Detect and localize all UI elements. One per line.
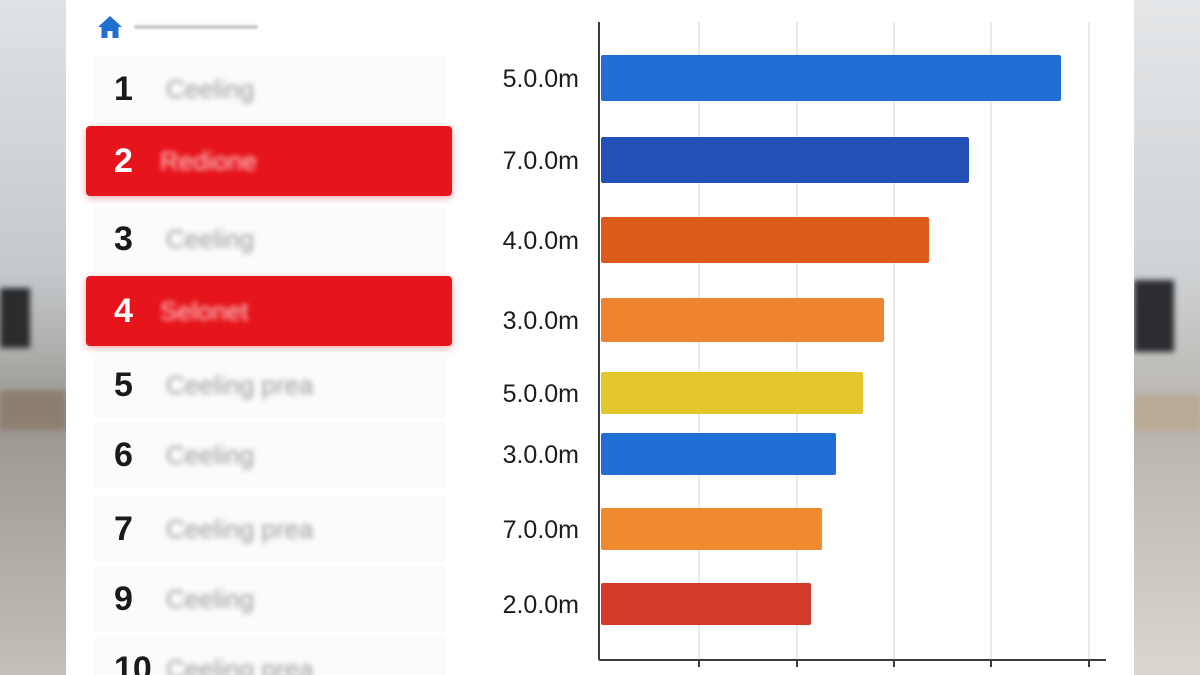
bar	[601, 433, 836, 475]
rank-number: 1	[114, 70, 133, 108]
rank-label: Ceeling prea	[166, 514, 314, 544]
rank-row[interactable]: 5 Ceeling prea	[94, 352, 446, 418]
rank-row[interactable]: 2 Redione	[86, 126, 452, 196]
rank-label: Selonet	[160, 296, 249, 326]
bar	[601, 508, 822, 550]
rank-label: Ceeling prea	[166, 654, 314, 675]
rank-row[interactable]: 7 Ceeling prea	[94, 496, 446, 562]
background-right	[1134, 0, 1200, 675]
category-label: 7.0.0m	[503, 516, 579, 544]
rank-label: Ceeling prea	[166, 370, 314, 400]
rank-number: 6	[114, 436, 133, 474]
category-label: 4.0.0m	[503, 227, 579, 255]
bar	[601, 298, 884, 342]
rank-label: Ceeling	[166, 224, 255, 254]
rank-row[interactable]: 10 Ceeling prea	[94, 636, 446, 675]
rank-list: 1 Ceeling 2 Redione 3 Ceeling 4 Selonet 5 Ceeling…	[86, 56, 452, 675]
bar	[601, 137, 969, 183]
rank-label: Ceeling	[166, 74, 255, 104]
rank-row[interactable]: 3 Ceeling	[94, 206, 446, 272]
rank-number: 9	[114, 580, 133, 618]
rank-label: Ceeling	[166, 584, 255, 614]
bar	[601, 217, 929, 263]
rank-row[interactable]: 9 Ceeling	[94, 566, 446, 632]
bar-chart: 5.0.0m 7.0.0m 4.0.0m 3.0.0m 5.0.0m 3.0.0m 7.0.…	[503, 22, 1106, 667]
breadcrumb	[96, 12, 296, 40]
rank-number: 10	[114, 650, 152, 675]
rank-number: 2	[114, 142, 133, 180]
rank-row[interactable]: 6 Ceeling	[94, 422, 446, 488]
breadcrumb-placeholder	[134, 25, 258, 29]
category-label: 7.0.0m	[503, 147, 579, 175]
rank-number: 4	[114, 292, 133, 330]
background-monitor-right	[1134, 280, 1174, 352]
rank-number: 5	[114, 366, 133, 404]
background-monitor-left	[0, 288, 30, 348]
leaderboard-panel: 1 Ceeling 2 Redione 3 Ceeling 4 Selonet 5 Ceeling…	[66, 0, 1134, 675]
rank-label: Redione	[160, 146, 257, 176]
rank-label: Ceeling	[166, 440, 255, 470]
home-icon[interactable]	[96, 14, 124, 40]
category-label: 2.0.0m	[503, 591, 579, 619]
bar	[601, 583, 811, 625]
background-desk-left	[0, 390, 66, 430]
background-desk-right	[1134, 395, 1200, 431]
rank-number: 7	[114, 510, 133, 548]
rank-number: 3	[114, 220, 133, 258]
bar	[601, 372, 863, 414]
category-label: 3.0.0m	[503, 307, 579, 335]
bar	[601, 55, 1061, 101]
rank-row[interactable]: 1 Ceeling	[94, 56, 446, 122]
category-label: 5.0.0m	[503, 380, 579, 408]
category-label: 3.0.0m	[503, 441, 579, 469]
rank-row[interactable]: 4 Selonet	[86, 276, 452, 346]
category-label: 5.0.0m	[503, 65, 579, 93]
background-left	[0, 0, 66, 675]
